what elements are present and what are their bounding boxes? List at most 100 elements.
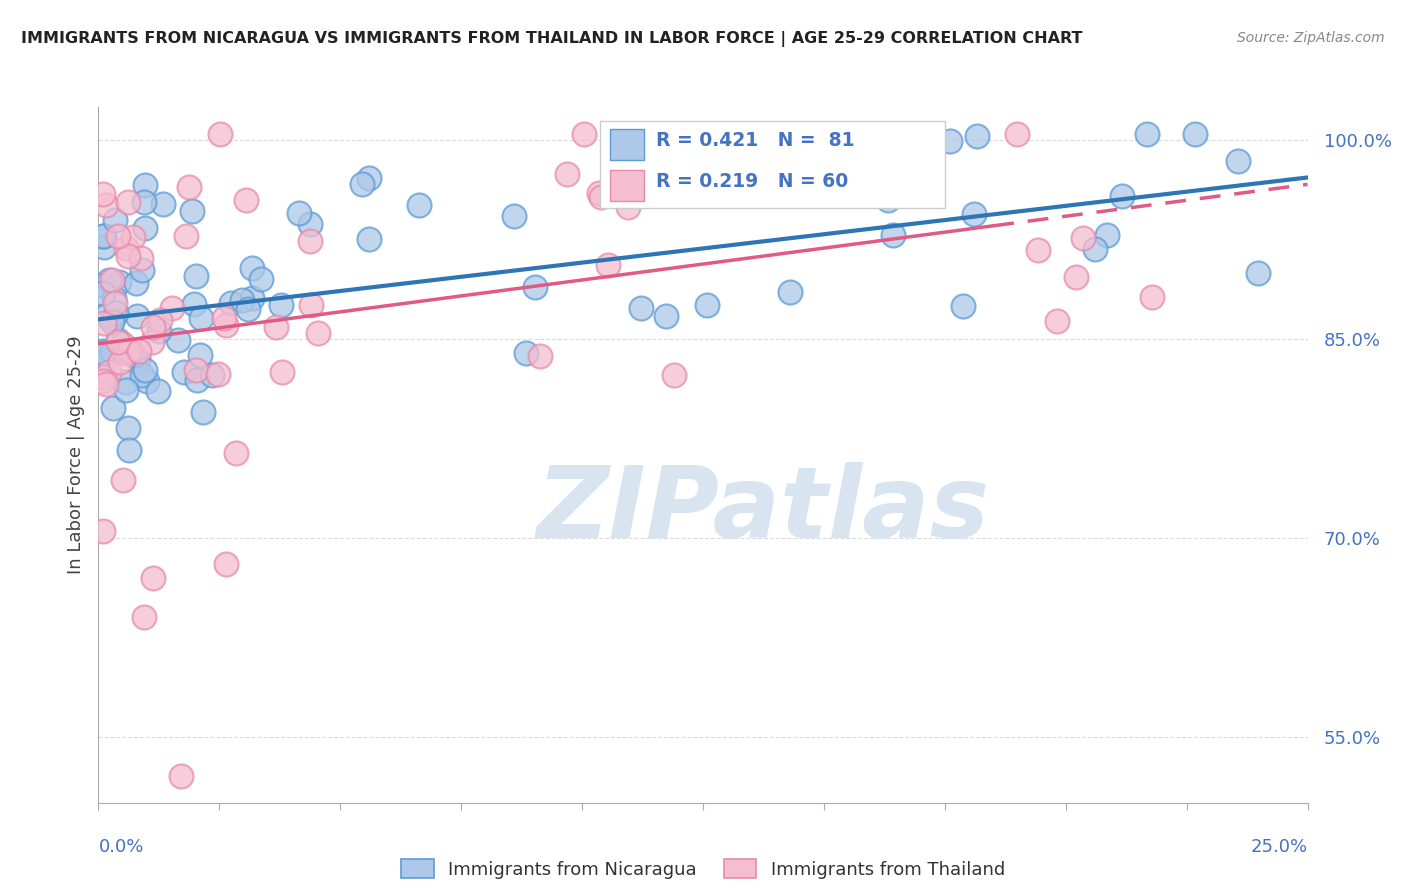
Point	[97, 365, 120, 379]
Point	[91, 344, 114, 359]
Point	[637, 152, 659, 166]
Point	[574, 127, 596, 141]
Point	[107, 333, 129, 347]
Point	[134, 178, 156, 192]
Point	[299, 298, 322, 312]
Point	[134, 220, 156, 235]
Point	[1064, 269, 1087, 284]
FancyBboxPatch shape	[600, 121, 945, 208]
Point	[160, 301, 183, 315]
Point	[191, 405, 214, 419]
Point	[359, 232, 381, 246]
Point	[184, 268, 207, 283]
Point	[108, 275, 131, 289]
Point	[270, 298, 292, 312]
Point	[142, 320, 165, 334]
Point	[183, 297, 205, 311]
Point	[101, 311, 124, 326]
Point	[141, 335, 163, 350]
Point	[1005, 127, 1028, 141]
Text: IMMIGRANTS FROM NICARAGUA VS IMMIGRANTS FROM THAILAND IN LABOR FORCE | AGE 25-29: IMMIGRANTS FROM NICARAGUA VS IMMIGRANTS …	[21, 31, 1083, 47]
Point	[264, 319, 287, 334]
Point	[115, 241, 138, 255]
Point	[188, 348, 211, 362]
Point	[555, 167, 578, 181]
Point	[1095, 228, 1118, 243]
Point	[299, 218, 322, 232]
Point	[105, 306, 128, 320]
Point	[779, 285, 801, 299]
Point	[100, 315, 122, 329]
Point	[212, 311, 235, 326]
Text: 25.0%: 25.0%	[1250, 838, 1308, 856]
Point	[117, 194, 139, 209]
Point	[152, 196, 174, 211]
Point	[1084, 242, 1107, 256]
Point	[91, 285, 114, 300]
Point	[101, 344, 124, 359]
Point	[1071, 231, 1094, 245]
Point	[408, 198, 430, 212]
Point	[118, 343, 141, 358]
Point	[1136, 127, 1159, 141]
Point	[115, 375, 138, 389]
Point	[240, 261, 263, 276]
Point	[664, 368, 686, 382]
Point	[225, 445, 247, 459]
Point	[101, 273, 124, 287]
Point	[963, 207, 986, 221]
Point	[91, 356, 114, 370]
Point	[1247, 266, 1270, 280]
Point	[588, 186, 610, 200]
Point	[350, 178, 373, 192]
Point	[112, 337, 135, 351]
Point	[877, 193, 900, 207]
Point	[125, 276, 148, 290]
Point	[148, 324, 170, 338]
Point	[952, 299, 974, 313]
Point	[98, 273, 121, 287]
Point	[91, 374, 114, 388]
Point	[882, 227, 904, 242]
Point	[104, 296, 127, 310]
Point	[1026, 243, 1049, 257]
Point	[589, 190, 612, 204]
Point	[96, 198, 118, 212]
Point	[129, 252, 152, 266]
Point	[124, 348, 146, 362]
Point	[93, 240, 115, 254]
Point	[630, 301, 652, 316]
Point	[91, 524, 114, 538]
FancyBboxPatch shape	[610, 169, 644, 201]
Point	[132, 610, 155, 624]
Point	[503, 209, 526, 223]
Point	[115, 346, 138, 360]
Point	[174, 228, 197, 243]
Point	[270, 365, 292, 379]
Point	[91, 277, 114, 292]
Point	[240, 291, 263, 305]
Point	[250, 272, 273, 286]
Legend: Immigrants from Nicaragua, Immigrants from Thailand: Immigrants from Nicaragua, Immigrants fr…	[392, 850, 1014, 888]
Point	[524, 279, 547, 293]
Point	[1184, 127, 1206, 141]
Point	[215, 318, 238, 332]
Point	[238, 302, 260, 317]
Point	[134, 362, 156, 376]
Point	[111, 473, 134, 487]
Point	[131, 368, 153, 383]
Point	[1142, 290, 1164, 304]
FancyBboxPatch shape	[610, 128, 644, 160]
Point	[617, 200, 640, 214]
Text: R = 0.219   N = 60: R = 0.219 N = 60	[655, 172, 848, 192]
Point	[91, 346, 114, 360]
Point	[1111, 189, 1133, 203]
Point	[209, 127, 232, 141]
Point	[122, 230, 145, 244]
Point	[655, 309, 678, 323]
Point	[184, 363, 207, 377]
Point	[190, 310, 212, 325]
Text: ZIPatlas: ZIPatlas	[537, 462, 990, 559]
Point	[287, 206, 309, 220]
Point	[127, 310, 149, 324]
